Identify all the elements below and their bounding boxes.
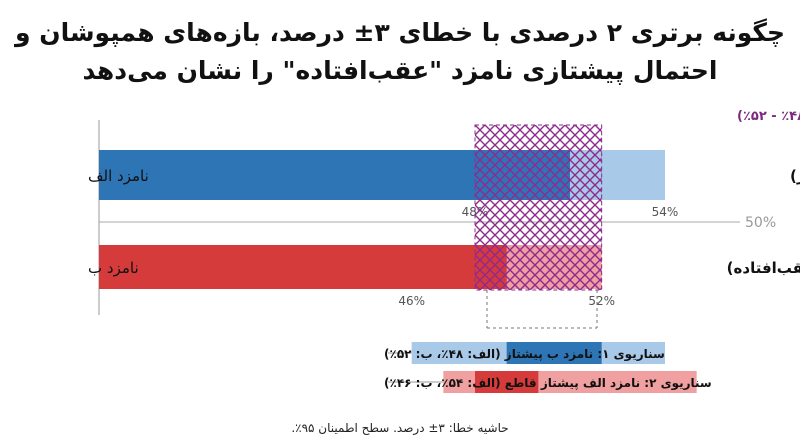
title-line-1: چگونه برتری ۲ درصدی با خطای ۳± درصد، باز…	[15, 18, 785, 47]
scenarios-group: سناریوی ۱: نامزد ب پیشتاز (الف: ۴۸٪، ب: …	[384, 342, 712, 393]
chart-title: چگونه برتری ۲ درصدی با خطای ۳± درصد، باز…	[0, 14, 800, 90]
scenario-label-1: سناریوی ۱: نامزد ب پیشتاز (الف: ۴۸٪، ب: …	[384, 347, 665, 362]
bars-group: نامزد الف۵۱٪ (پیشتاز)48%54%نامزد ب۴۹٪ (ع…	[88, 124, 800, 308]
category-label-2: نامزد ب	[88, 259, 139, 277]
scenario-bar-2	[475, 371, 539, 393]
ci-high-label-1: 54%	[652, 205, 679, 219]
title-line-2: احتمال پیشتازی نامزد "عقب‌افتاده" را نشا…	[82, 56, 718, 85]
ci-low-label-2: 46%	[398, 294, 425, 308]
overlap-region	[474, 124, 603, 291]
scenario-bar-1	[506, 342, 602, 364]
value-label-2: ۴۹٪ (عقب‌افتاده)	[727, 259, 800, 277]
scenario-label-2: سناریوی ۲: نامزد الف پیشتاز قاطع (الف: ۵…	[384, 376, 712, 391]
category-label-1: نامزد الف	[88, 167, 149, 185]
reference-label: 50%	[745, 215, 776, 231]
overlap-label: منطقه همپوشانی بازه‌های اطمینان (۴۸٪ - ۵…	[737, 109, 800, 124]
bar-2	[99, 245, 507, 289]
value-label-1: ۵۱٪ (پیشتاز)	[790, 167, 800, 186]
footnote: حاشیه خطا: ۳± درصد. سطح اطمینان ۹۵٪.	[291, 421, 508, 436]
ci-high-label-2: 52%	[588, 294, 615, 308]
